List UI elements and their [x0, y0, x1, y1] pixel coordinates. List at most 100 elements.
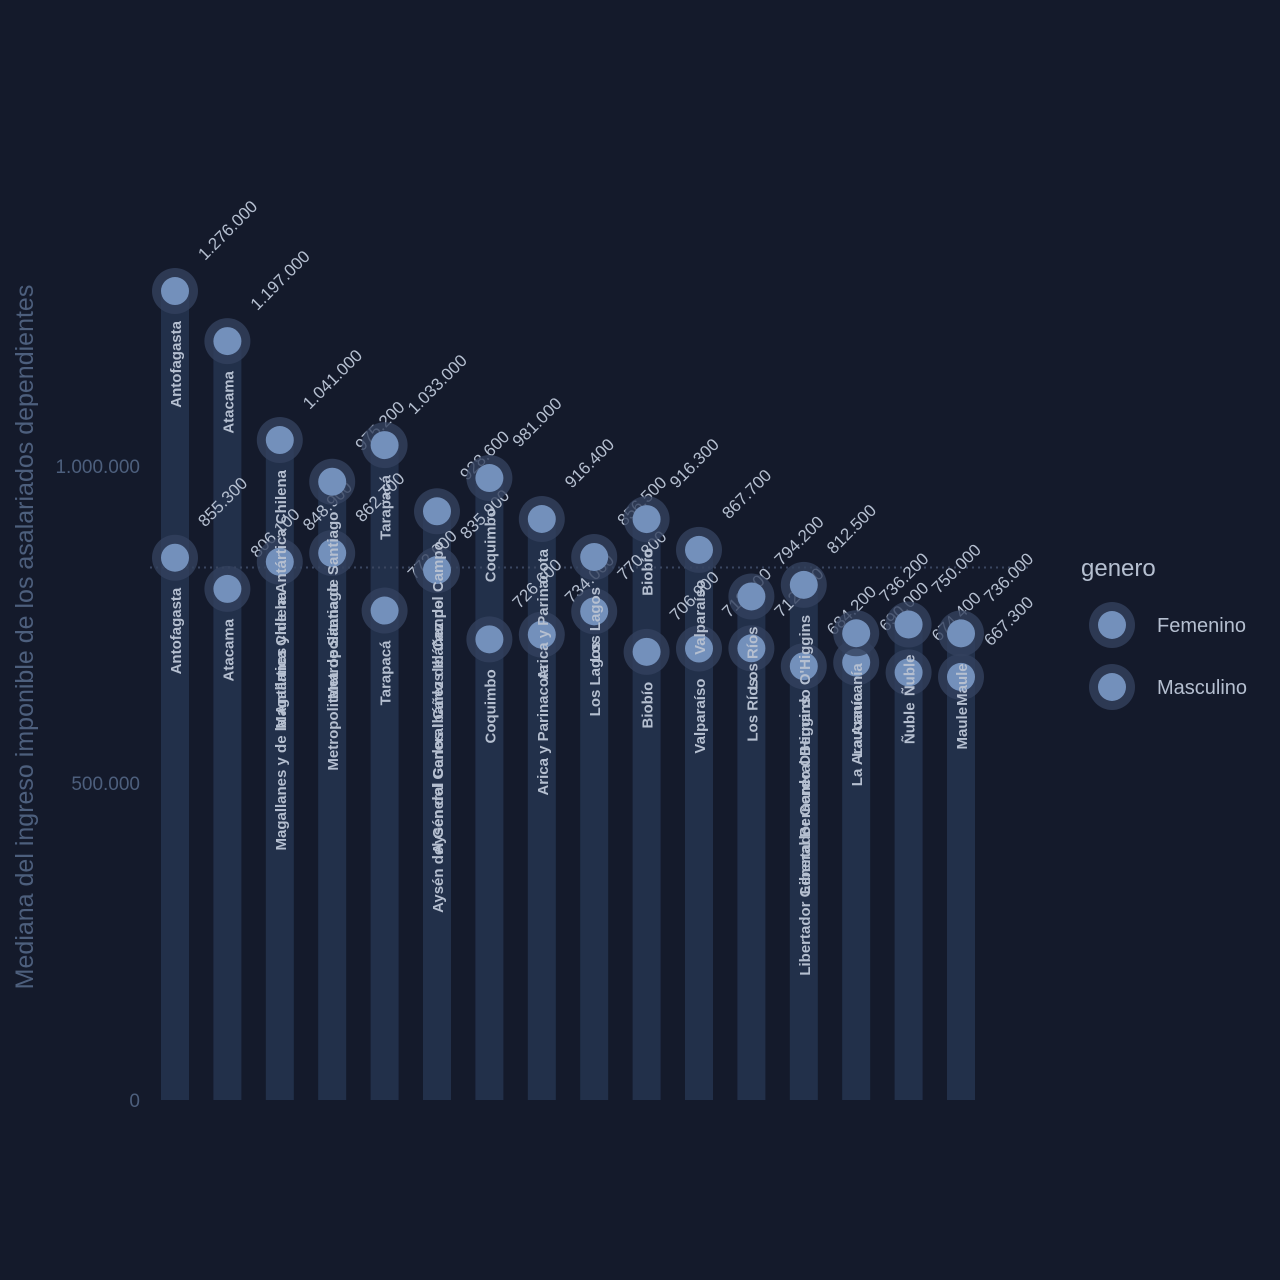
data-point — [213, 574, 242, 603]
y-tick-label: 1.000.000 — [55, 457, 140, 478]
data-point — [161, 277, 189, 306]
bar — [737, 596, 766, 1100]
category-label: Biobío — [640, 549, 657, 596]
value-label: 750.000 — [928, 540, 985, 597]
data-point — [161, 543, 189, 572]
data-point — [370, 431, 399, 460]
data-point — [318, 539, 347, 568]
y-tick-label: 0 — [129, 1091, 140, 1112]
data-point — [789, 570, 818, 599]
data-point — [423, 556, 451, 585]
data-point — [737, 634, 766, 663]
data-point — [265, 547, 294, 576]
category-label: Arica y Parinacota — [535, 664, 552, 796]
category-label: Los Lagos — [587, 641, 604, 716]
category-label: La Araucanía — [849, 692, 866, 786]
y-axis-ticks: 0 500.000 1.000.000 — [55, 457, 140, 1112]
data-point — [475, 625, 504, 654]
data-point — [265, 426, 294, 455]
category-label: Antofagasta — [168, 587, 185, 674]
category-label: Libertador General Bernardo O'Higgins — [797, 615, 814, 894]
category-label: Magallanes y de la Antártica Chilena — [273, 591, 290, 850]
bar — [161, 291, 189, 1100]
data-point — [632, 637, 661, 666]
data-point — [475, 464, 504, 493]
category-label: Metropolitana de Santiago — [325, 583, 342, 771]
bars — [161, 291, 975, 1101]
y-tick-label: 500.000 — [71, 774, 140, 795]
bar — [947, 633, 975, 1100]
value-label: 981.000 — [509, 394, 566, 451]
data-point — [894, 658, 923, 687]
bar — [632, 519, 661, 1100]
bar — [842, 633, 871, 1100]
data-point — [423, 497, 451, 526]
category-label: Los Ríos — [744, 678, 761, 741]
data-point — [842, 619, 871, 648]
bar — [370, 445, 399, 1100]
data-point — [318, 467, 347, 496]
category-label: Libertador General Bernardo O'Higgins — [797, 696, 814, 975]
data-point — [213, 327, 242, 356]
value-label: 916.400 — [561, 435, 618, 492]
data-point — [894, 610, 923, 639]
data-point — [580, 597, 609, 626]
category-label: Maule — [954, 663, 971, 706]
bar — [894, 624, 923, 1100]
value-label: 1.276.000 — [194, 197, 261, 264]
category-label: Arica y Parinacota — [535, 548, 552, 680]
category-label: Ñuble — [901, 655, 919, 697]
data-point — [947, 619, 975, 648]
data-point — [632, 505, 661, 534]
bar — [318, 481, 347, 1100]
data-point — [527, 620, 556, 649]
category-label: Ñuble — [901, 702, 919, 744]
legend-label: Femenino — [1157, 615, 1246, 637]
category-label: Coquimbo — [482, 669, 499, 743]
category-label: Los Ríos — [744, 626, 761, 689]
value-label: 812.500 — [823, 501, 880, 558]
value-label: 1.197.000 — [247, 247, 314, 314]
category-label: Atacama — [220, 618, 237, 681]
value-label: 794.200 — [771, 512, 828, 569]
bar — [580, 556, 609, 1100]
category-label: La Araucanía — [849, 663, 866, 757]
data-point — [685, 634, 713, 663]
data-point — [527, 505, 556, 534]
data-point — [737, 582, 766, 611]
legend-title: genero — [1081, 555, 1156, 582]
category-label: Atacama — [220, 370, 237, 433]
value-label: 1.041.000 — [299, 346, 366, 413]
legend-label: Masculino — [1157, 677, 1247, 699]
y-axis-label: Mediana del ingreso imponible de los asa… — [11, 285, 39, 990]
bar — [213, 341, 242, 1100]
value-label: 736.000 — [980, 549, 1037, 606]
value-label: 916.300 — [666, 435, 723, 492]
category-label: Tarapacá — [378, 640, 395, 705]
category-label: Aysén del General Carlos Ibáñez del Camp… — [430, 541, 447, 854]
value-label: 1.033.000 — [404, 351, 471, 418]
legend-key — [1098, 611, 1126, 639]
category-label: Valparaíso — [692, 679, 709, 754]
category-label: Metropolitana de Santiago — [325, 512, 342, 700]
category-label: Valparaíso — [692, 580, 709, 655]
data-point — [685, 535, 713, 564]
category-label: Tarapacá — [378, 474, 395, 539]
legend: genero Femenino Masculino — [1081, 555, 1247, 710]
data-point — [947, 662, 975, 691]
data-point — [580, 542, 609, 571]
category-label: Magallanes y de la Antártica Chilena — [273, 469, 290, 728]
category-label: Biobío — [640, 682, 657, 729]
category-label: Maule — [954, 707, 971, 750]
legend-key — [1098, 673, 1126, 701]
data-point — [370, 596, 399, 625]
category-label: Antofagasta — [168, 320, 185, 407]
data-point — [842, 648, 871, 677]
category-label: Aysén del General Carlos Ibáñez del Camp… — [430, 600, 447, 913]
bar — [423, 511, 451, 1101]
category-label: Los Lagos — [587, 587, 604, 662]
value-label: 867.700 — [718, 466, 775, 523]
category-label: Coquimbo — [482, 508, 499, 582]
bar — [475, 478, 504, 1100]
